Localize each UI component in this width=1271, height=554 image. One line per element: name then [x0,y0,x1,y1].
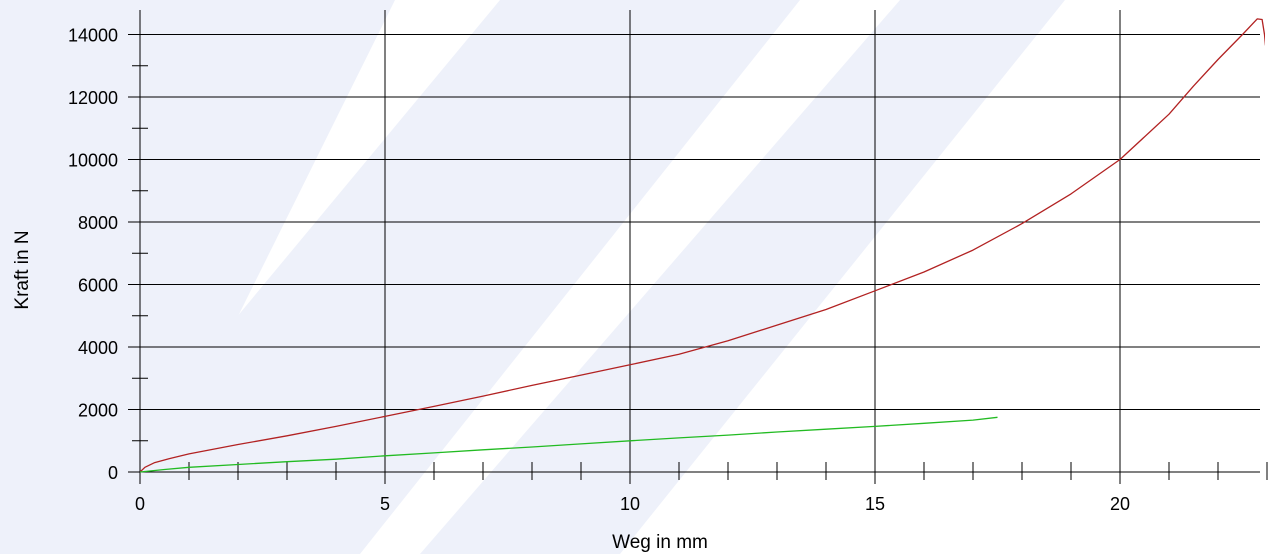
x-tick-label: 20 [1110,494,1130,514]
x-axis-title: Weg in mm [612,532,708,553]
y-tick-label: 14000 [68,26,118,46]
x-tick-label: 5 [380,494,390,514]
watermark-band [0,0,395,554]
x-tick-label: 15 [865,494,885,514]
x-tick-label: 0 [135,494,145,514]
y-tick-label: 10000 [68,151,118,171]
y-tick-label: 2000 [78,401,118,421]
y-tick-label: 4000 [78,338,118,358]
y-tick-label: 6000 [78,276,118,296]
y-tick-label: 0 [108,463,118,483]
series-group [140,18,1265,473]
x-axis-ticks: 0 5 10 15 20 [135,462,1268,514]
y-axis-title: Kraft in N [12,230,33,309]
background-watermark [0,0,1065,554]
series-line-1 [140,18,1265,473]
watermark-band [40,0,800,554]
y-tick-label: 8000 [78,213,118,233]
grid-lines [140,10,1260,472]
series-line-2 [140,416,998,473]
x-tick-label: 10 [620,494,640,514]
y-axis-ticks: 0 2000 4000 6000 8000 10000 12000 14000 [68,26,148,483]
y-tick-label: 12000 [68,88,118,108]
watermark-band [420,0,1065,554]
axes [139,10,1260,473]
